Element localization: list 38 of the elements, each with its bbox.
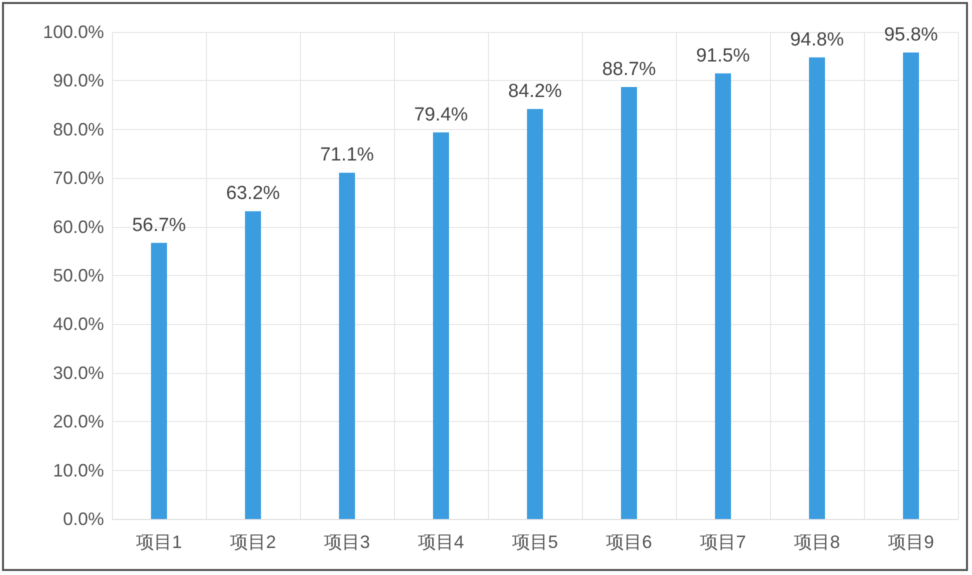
x-tick-label: 项目4 [418,532,464,552]
bar [151,242,167,519]
x-tick-label: 项目3 [324,532,370,552]
y-tick-label: 30.0% [52,362,104,383]
x-tick-label: 项目2 [230,532,276,552]
y-tick-label: 0.0% [62,509,104,529]
y-tick-label: 90.0% [52,70,104,91]
bar [715,73,731,519]
y-tick-label: 70.0% [52,168,104,188]
data-label: 84.2% [508,80,562,102]
y-tick-label: 20.0% [52,412,104,432]
data-label: 95.8% [884,24,938,46]
y-tick-label: 100.0% [42,22,104,42]
bar [621,87,637,519]
x-tick-label: 项目6 [606,532,652,552]
y-tick-label: 80.0% [52,119,104,140]
y-tick-label: 50.0% [52,266,104,286]
bar [527,108,543,519]
y-tick-label: 40.0% [52,314,104,334]
data-label: 94.8% [790,29,844,50]
data-label: 79.4% [414,104,468,126]
y-tick-label: 60.0% [52,216,104,237]
y-tick-label: 10.0% [52,460,104,480]
x-tick-label: 项目7 [700,532,746,552]
data-label: 71.1% [320,144,374,166]
bar [433,132,449,519]
data-label: 63.2% [226,183,280,204]
x-tick-label: 项目9 [888,532,934,552]
bar [809,57,825,519]
x-tick-label: 项目5 [512,532,558,552]
data-label: 56.7% [132,214,186,236]
bar [903,52,919,519]
x-tick-label: 项目8 [794,532,840,552]
bar [245,211,261,519]
data-label: 91.5% [696,45,750,66]
bar [339,172,355,519]
x-tick-label: 项目1 [136,532,182,552]
data-label: 88.7% [602,59,656,80]
